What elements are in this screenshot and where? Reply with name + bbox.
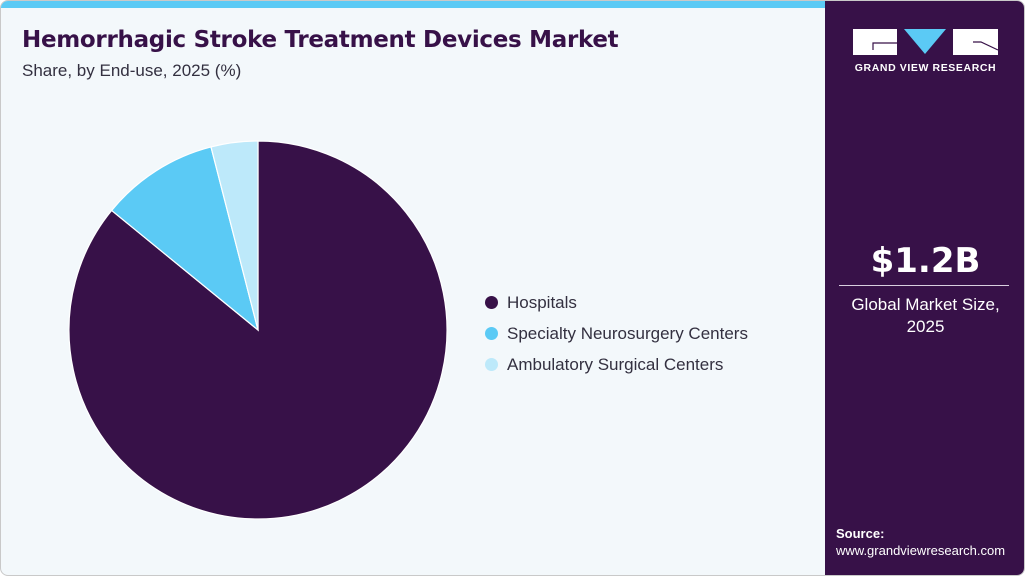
chart-title: Hemorrhagic Stroke Treatment Devices Mar… xyxy=(22,27,619,53)
legend: Hospitals Specialty Neurosurgery Centers… xyxy=(485,287,748,380)
market-label-line2: 2025 xyxy=(906,317,945,336)
market-size-value: $1.2B xyxy=(870,241,981,281)
brand-name: GRAND VIEW RESEARCH xyxy=(854,62,997,74)
legend-item-hospitals: Hospitals xyxy=(485,287,748,318)
accent-bar xyxy=(1,1,825,8)
legend-label: Ambulatory Surgical Centers xyxy=(507,354,724,374)
divider xyxy=(839,285,1009,286)
gvr-logo-icon xyxy=(853,29,998,55)
legend-dot-icon xyxy=(485,358,498,371)
sidebar-panel: GRAND VIEW RESEARCH $1.2B Global Market … xyxy=(825,1,1024,575)
legend-dot-icon xyxy=(485,327,498,340)
source-label: Source: xyxy=(836,526,885,541)
legend-item-specialty-neurosurgery-centers: Specialty Neurosurgery Centers xyxy=(485,318,748,349)
source-url[interactable]: www.grandviewresearch.com xyxy=(836,543,1006,558)
legend-item-ambulatory-surgical-centers: Ambulatory Surgical Centers xyxy=(485,349,748,380)
market-size-label: Global Market Size, 2025 xyxy=(825,294,1024,338)
legend-dot-icon xyxy=(485,296,498,309)
pie-chart xyxy=(68,140,448,520)
chart-subtitle: Share, by End-use, 2025 (%) xyxy=(22,61,242,80)
market-label-line1: Global Market Size, xyxy=(851,295,1000,314)
pie-slice-specialty-neurosurgery-centers xyxy=(110,146,260,332)
pie-slice-ambulatory-surgical-centers xyxy=(210,140,259,331)
legend-label: Specialty Neurosurgery Centers xyxy=(507,323,748,343)
legend-label: Hospitals xyxy=(507,292,577,312)
